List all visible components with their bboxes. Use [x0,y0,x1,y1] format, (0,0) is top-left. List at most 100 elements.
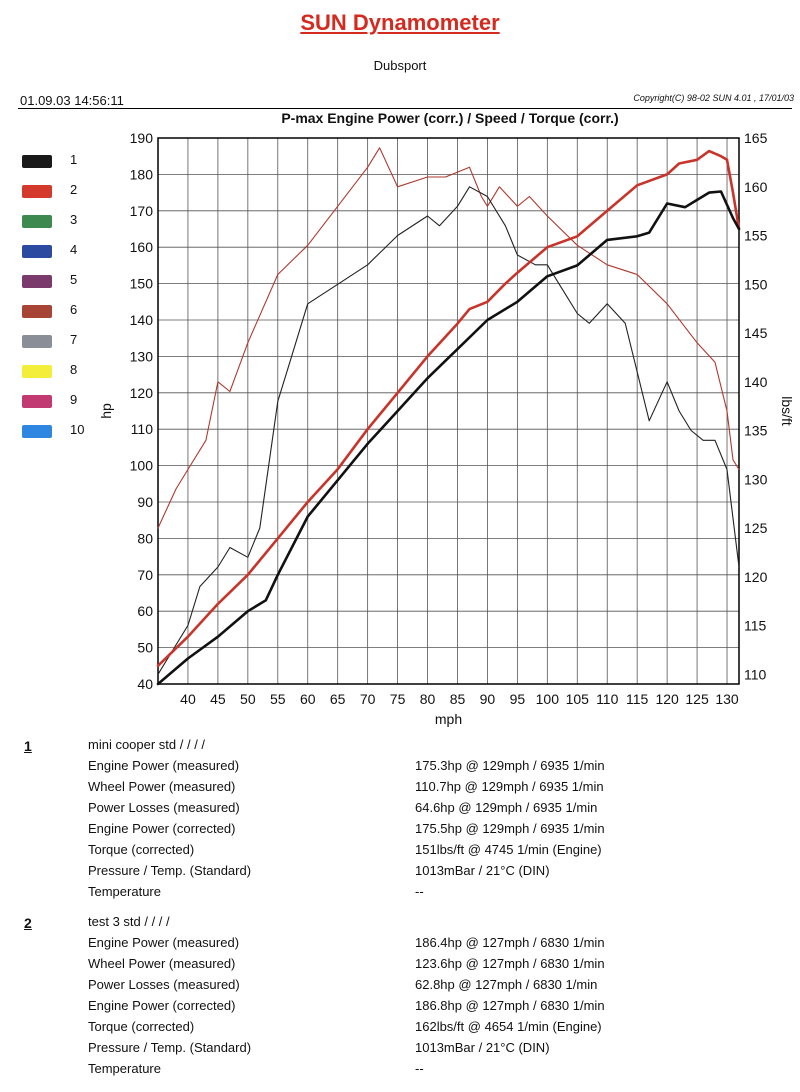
x-tick-label: 40 [180,691,196,707]
x-tick-label: 95 [510,691,526,707]
result-value: 110.7hp @ 129mph / 6935 1/min [415,779,604,794]
result-value: -- [415,884,424,899]
plot-area [158,138,739,684]
y-tick-label: 120 [130,385,154,401]
x-tick-label: 120 [655,691,679,707]
copyright-notice: Copyright(C) 98-02 SUN 4.01 , 17/01/03 [633,93,794,103]
y-tick-label: 60 [137,603,153,619]
x-axis-label: mph [435,711,462,727]
y-tick-label: 180 [130,166,154,182]
result-label: Engine Power (measured) [88,758,240,773]
y2-tick-label: 135 [744,423,768,439]
result-label: Temperature [88,1061,161,1076]
y2-tick-label: 145 [744,325,768,341]
result-value: 175.3hp @ 129mph / 6935 1/min [415,758,605,773]
legend-swatch [22,335,52,348]
result-value: 162lbs/ft @ 4654 1/min (Engine) [415,1019,602,1034]
result-label: Torque (corrected) [88,1019,195,1034]
y2-axis-label: lbs/ft [779,396,795,426]
legend-swatch [22,425,52,438]
y-tick-label: 70 [137,567,153,583]
legend-label: 2 [70,182,78,197]
result-label: Engine Power (measured) [88,935,240,950]
legend-label: 7 [70,332,78,347]
chart-title: P-max Engine Power (corr.) / Speed / Tor… [281,110,619,126]
x-tick-label: 75 [390,691,406,707]
result-value: 64.6hp @ 129mph / 6935 1/min [415,800,598,815]
legend-swatch [22,395,52,408]
y-tick-label: 190 [130,130,154,146]
legend-label: 6 [70,302,78,317]
result-label: Wheel Power (measured) [88,779,236,794]
run-name: mini cooper std / / / / [88,737,206,752]
y-tick-label: 50 [137,640,153,656]
report-subtitle: Dubsport [373,58,427,73]
x-tick-label: 110 [596,691,619,707]
run-name: test 3 std / / / / [88,914,170,929]
y2-tick-label: 160 [744,179,768,195]
y-tick-label: 90 [137,494,153,510]
legend-swatch [22,275,52,288]
y2-tick-label: 140 [744,374,768,390]
header-divider [18,108,792,109]
y2-tick-label: 115 [744,618,767,634]
dyno-chart: 40 50 60 70 80 90 100 110 120 130 140 150 160 170 180 1… [98,130,795,727]
run-number: 1 [24,738,32,754]
x-tick-label: 100 [536,691,560,707]
legend-label: 8 [70,362,78,377]
y-tick-label: 160 [130,239,154,255]
result-label: Wheel Power (measured) [88,956,236,971]
report-datetime: 01.09.03 14:56:11 [20,93,124,108]
report-title: SUN Dynamometer [300,10,500,35]
y2-tick-label: 120 [744,569,768,585]
legend-label: 10 [70,422,85,437]
legend-swatch [22,185,52,198]
x-tick-label: 115 [626,691,649,707]
y2-tick-label: 150 [744,276,768,292]
x-tick-label: 60 [300,691,316,707]
y-tick-label: 40 [137,676,153,692]
y2-tick-label: 130 [744,471,768,487]
legend-label: 9 [70,392,78,407]
legend-swatch [22,215,52,228]
result-value: 123.6hp @ 127mph / 6830 1/min [415,956,605,971]
y2-tick-label: 125 [744,520,768,536]
result-label: Power Losses (measured) [88,977,240,992]
run-number: 2 [24,915,32,931]
x-tick-label: 130 [715,691,739,707]
y2-tick-label: 155 [744,228,768,244]
result-label: Pressure / Temp. (Standard) [88,1040,252,1055]
result-label: Engine Power (corrected) [88,821,236,836]
legend-swatch [22,365,52,378]
series-line-1-power [156,190,741,686]
result-label: Torque (corrected) [88,842,195,857]
x-tick-label: 45 [210,691,226,707]
series-line-2-torque [157,147,740,529]
result-label: Temperature [88,884,161,899]
series-line-1-torque [157,186,740,675]
result-value: 151lbs/ft @ 4745 1/min (Engine) [415,842,602,857]
result-label: Engine Power (corrected) [88,998,236,1013]
legend-swatch [22,305,52,318]
x-tick-label: 125 [685,691,709,707]
y2-tick-label: 110 [744,666,767,682]
y-tick-label: 110 [131,421,154,437]
x-tick-label: 55 [270,691,286,707]
result-value: -- [415,1061,424,1076]
legend-label: 1 [70,152,78,167]
legend-swatch [22,245,52,258]
legend-label: 4 [70,242,78,257]
y-tick-label: 80 [137,530,153,546]
x-tick-label: 90 [480,691,496,707]
y-tick-label: 140 [130,312,154,328]
y2-tick-label: 165 [744,130,768,146]
result-value: 62.8hp @ 127mph / 6830 1/min [415,977,598,992]
legend-label: 5 [70,272,78,287]
result-value: 1013mBar / 21°C (DIN) [415,1040,550,1055]
x-tick-label: 80 [420,691,436,707]
result-value: 1013mBar / 21°C (DIN) [415,863,550,878]
legend-swatch [22,155,52,168]
y-tick-label: 170 [130,203,154,219]
plot-frame [157,137,740,685]
result-value: 186.4hp @ 127mph / 6830 1/min [415,935,605,950]
